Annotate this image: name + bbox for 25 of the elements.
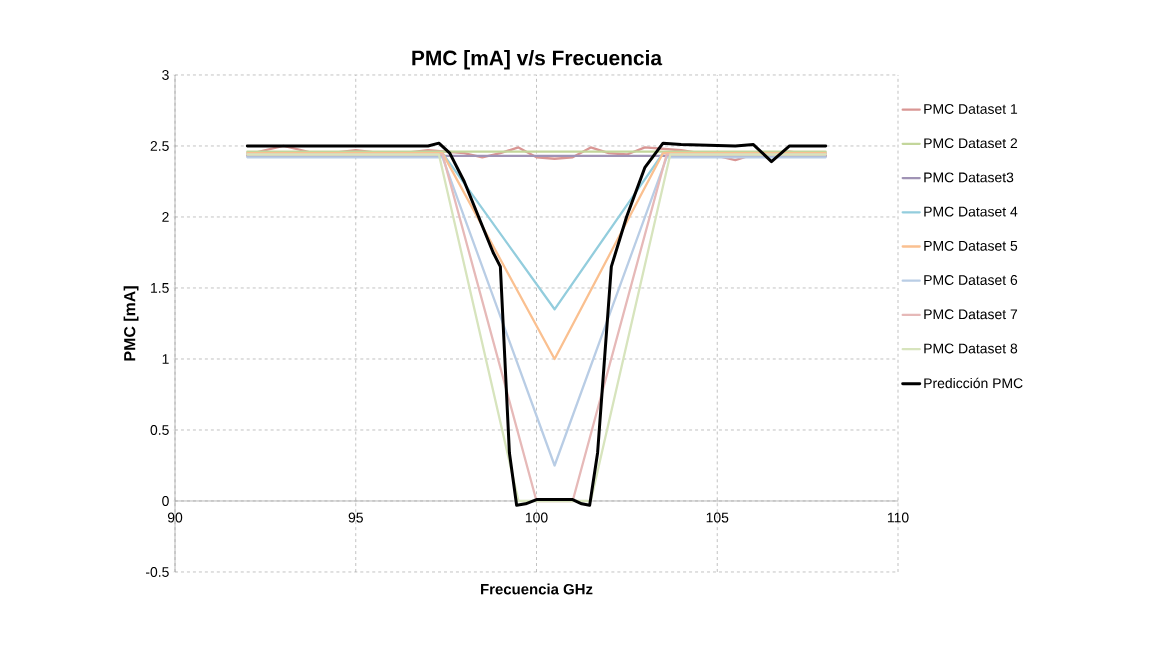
y-axis-title: PMC [mA] — [123, 286, 139, 361]
x-tick-label: 95 — [348, 512, 363, 523]
legend-label: PMC Dataset3 — [924, 172, 1014, 183]
y-tick-label: 0 — [162, 496, 169, 506]
legend-label: PMC Dataset 6 — [924, 275, 1018, 285]
x-tick-label: 90 — [167, 512, 183, 523]
chart-title: PMC [mA] v/s Frecuencia — [412, 49, 663, 70]
y-tick-label: 1.5 — [151, 283, 169, 293]
y-tick-label: 2 — [162, 212, 169, 222]
legend-label: PMC Dataset 4 — [924, 206, 1018, 217]
x-tick-label: 105 — [706, 512, 729, 523]
legend-label: PMC Dataset 2 — [924, 138, 1018, 149]
y-tick-label: -0.5 — [145, 567, 169, 577]
x-axis-title: Frecuencia GHz — [481, 583, 593, 595]
legend-label: PMC Dataset 1 — [924, 104, 1018, 114]
y-tick-label: 1 — [162, 354, 169, 364]
y-tick-label: 3 — [162, 70, 169, 80]
legend-label: PMC Dataset 5 — [924, 240, 1018, 251]
legend-label: Predicción PMC — [924, 377, 1023, 389]
y-tick-label: 0.5 — [150, 425, 169, 435]
y-tick-label: 2.5 — [150, 141, 169, 151]
x-tick-label: 110 — [887, 512, 909, 523]
x-tick-label: 100 — [525, 512, 548, 523]
legend-label: PMC Dataset 8 — [924, 343, 1018, 354]
legend-label: PMC Dataset 7 — [924, 309, 1018, 320]
